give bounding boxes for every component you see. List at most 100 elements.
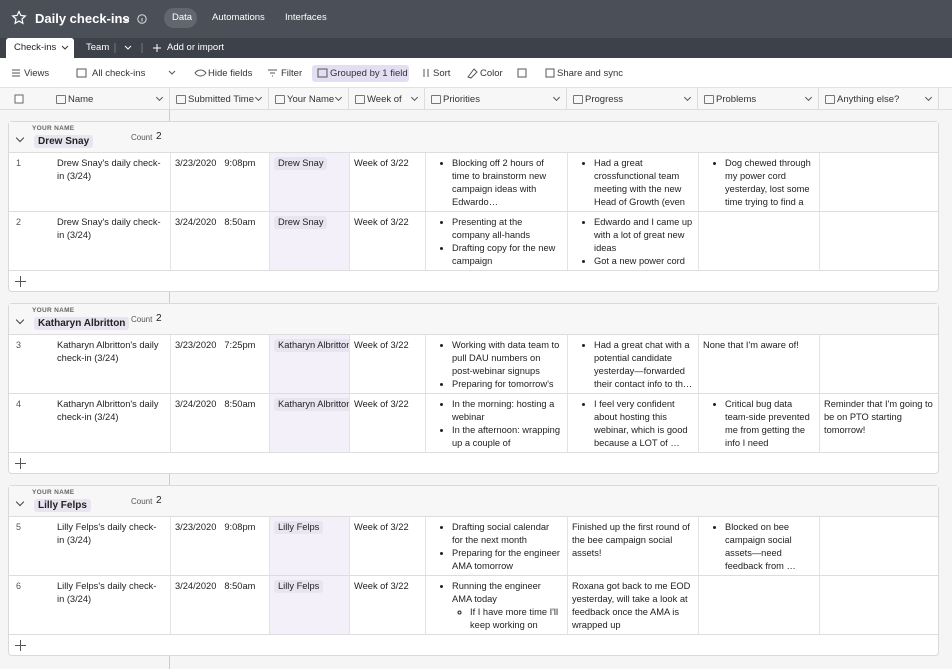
row-number: 1 [16,158,21,168]
cell-text: None that I'm aware of! [703,340,799,350]
row-number: 2 [16,217,21,227]
column-header[interactable]: Progress [585,94,623,105]
column-header[interactable]: Week of [367,94,402,105]
add-record[interactable] [15,640,26,651]
problems-cell: Blocked on bee campaign social assets—ne… [698,517,819,573]
tab-checkins[interactable]: Check-ins [14,42,56,53]
submitted-time: 8:50am [224,581,255,591]
record-name: Lilly Felps's daily check-in (3/24) [57,522,156,545]
row-number: 6 [16,581,21,591]
submitted-time: 9:08pm [224,522,255,532]
filter[interactable]: Filter [281,68,302,79]
bullet-item: Presenting at the company all-hands [452,216,562,242]
count-label: Count [131,133,152,142]
progress-cell: Had a great chat with a potential candid… [567,335,698,391]
cell: Katharyn Albritton's daily check-in (3/2… [52,335,168,393]
progress-cell: Edwardo and I came up with a lot of grea… [567,212,698,268]
name-chip: Drew Snay [274,216,327,229]
bullet-item: Blocked on bee campaign social assets—ne… [725,521,814,573]
field-type-icon [431,95,441,104]
week-of: Week of 3/22 [354,217,409,227]
group-by[interactable]: Grouped by 1 field [330,68,408,79]
count-label: Count [131,497,152,506]
view-name[interactable]: All check-ins [92,68,145,79]
week-of: Week of 3/22 [354,399,409,409]
cell: Week of 3/22 [349,394,425,452]
name-chip: Lilly Felps [274,521,323,534]
priorities-cell: Blocking off 2 hours of time to brainsto… [425,153,567,209]
column-header[interactable]: Submitted Time [188,94,254,105]
bullet-item: Critical bug data team-side prevented me… [725,398,814,450]
cell: Lilly Felps [269,517,349,575]
field-type-icon [275,95,285,104]
count-value: 2 [156,131,162,142]
column-header[interactable]: Name [68,94,93,105]
cell: Katharyn Albritton [269,335,349,393]
column-header[interactable]: Problems [716,94,756,105]
cell: Drew Snay [269,153,349,211]
share-sync[interactable]: Share and sync [557,68,623,79]
field-type-icon [355,95,365,104]
cell: Week of 3/22 [349,517,425,575]
add-record[interactable] [15,276,26,287]
name-chip: Katharyn Albritton [274,398,349,411]
submitted-date: 3/23/2020 [175,158,216,168]
hide-fields[interactable]: Hide fields [208,68,252,79]
record-name: Drew Snay's daily check-in (3/24) [57,158,161,181]
bullet-item: Preparing for tomorrow's … [452,378,562,391]
sort[interactable]: Sort [433,68,450,79]
add-record[interactable] [15,458,26,469]
bullet-item: Preparing for the engineer AMA tomorrow [452,547,562,573]
base-title[interactable]: Daily check-ins [35,11,130,26]
bullet-item: Got a new power cord … [594,255,693,268]
views-button[interactable]: Views [24,68,49,79]
count-value: 2 [156,495,162,506]
name-chip: Lilly Felps [274,580,323,593]
color[interactable]: Color [480,68,503,79]
submitted-time: 7:25pm [224,340,255,350]
nav-interfaces[interactable]: Interfaces [285,12,327,23]
submitted-time: 8:50am [224,399,255,409]
bullet-list: Dog chewed through my power cord yesterd… [703,157,814,209]
name-chip: Katharyn Albritton [274,339,349,352]
tab-more[interactable] [114,40,154,56]
select-all-checkbox[interactable] [14,94,24,104]
column-header[interactable]: Priorities [443,94,480,105]
plus-v [20,276,21,287]
star-icon[interactable] [11,10,27,26]
bullet-list: Blocking off 2 hours of time to brainsto… [430,157,562,209]
title-icons[interactable] [121,14,151,26]
cell-divider [819,335,820,393]
group-field-label: YOUR NAME [32,125,74,132]
bullet-item: Running the engineer AMA todayIf I have … [452,580,562,632]
submitted-date: 3/24/2020 [175,399,216,409]
week-of: Week of 3/22 [354,340,409,350]
nav-automations[interactable]: Automations [212,12,265,23]
submitted-date: 3/23/2020 [175,340,216,350]
plus-icon[interactable] [152,43,162,53]
cell-text: Finished up the first round of the bee c… [572,522,690,558]
column-header[interactable]: Your Name [287,94,334,105]
column-header[interactable]: Anything else? [837,94,899,105]
submitted-date: 3/24/2020 [175,217,216,227]
cell-divider [698,576,699,634]
problems-cell: Critical bug data team-side prevented me… [698,394,819,450]
progress-cell: Finished up the first round of the bee c… [567,517,698,573]
bullet-list: Working with data team to pull DAU numbe… [430,339,562,391]
bullet-list: Blocked on bee campaign social assets—ne… [703,521,814,573]
cell-text: Reminder that I'm going to be on PTO sta… [824,399,933,435]
field-type-icon [573,95,583,104]
count-label: Count [131,315,152,324]
add-import[interactable]: Add or import [167,42,224,53]
cell-divider [819,517,820,575]
field-type-icon [825,95,835,104]
tab-team[interactable]: Team [86,42,109,53]
bullet-list: Had a great chat with a potential candid… [572,339,693,391]
cell: Week of 3/22 [349,335,425,393]
tab-chevron[interactable] [61,45,69,51]
bullet-list: Drafting social calendar for the next mo… [430,521,562,573]
nav-data[interactable]: Data [172,12,192,23]
cell: 3/23/20209:08pm [170,153,269,211]
cell: Katharyn Albritton [269,394,349,452]
